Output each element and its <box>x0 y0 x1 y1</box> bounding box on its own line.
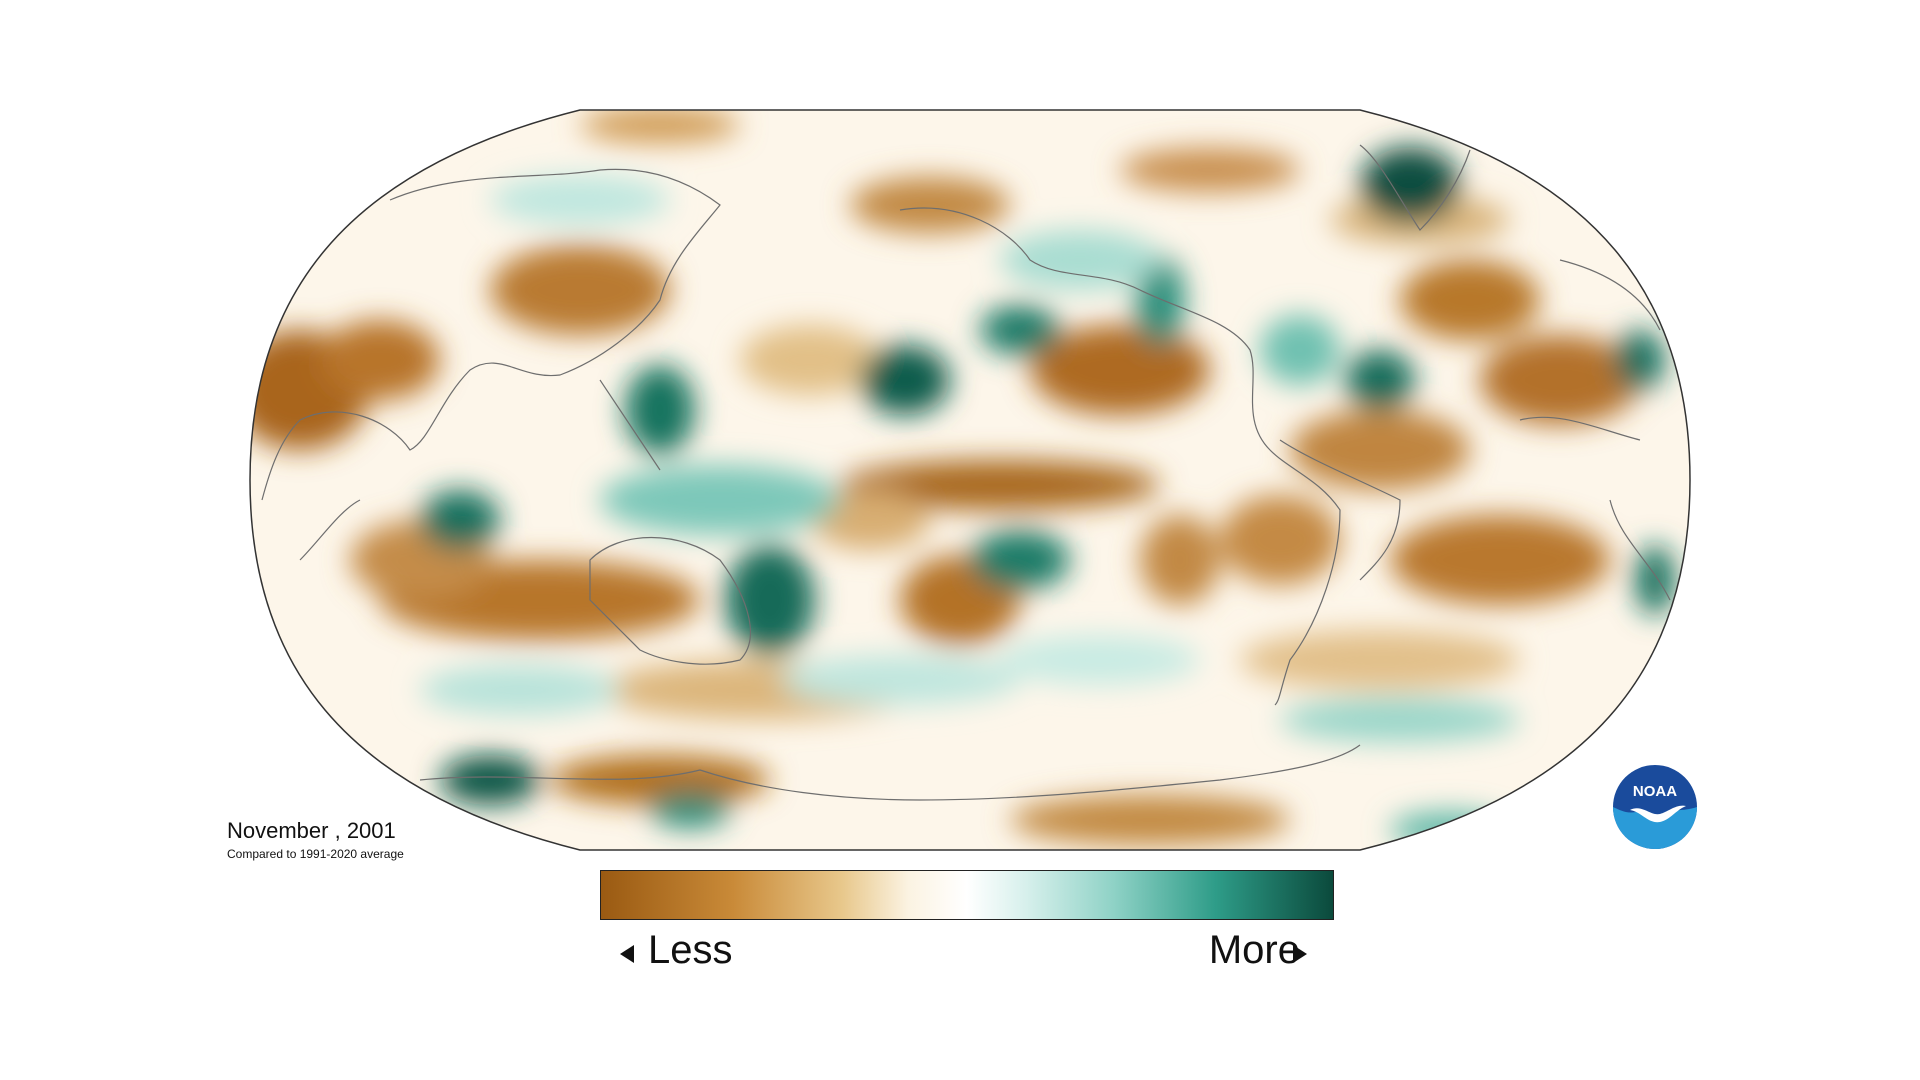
anomaly-field <box>250 110 1690 850</box>
noaa-logo-icon: NOAA <box>1613 765 1697 849</box>
legend-low-label: Less <box>648 928 733 972</box>
legend-low: Less <box>620 928 733 973</box>
legend-high-label: More <box>1208 928 1300 972</box>
legend-color-bar <box>600 870 1334 920</box>
globe-outline <box>249 109 1691 851</box>
map-date-label: November , 2001 <box>227 818 396 843</box>
arrow-left-icon <box>620 945 634 963</box>
coastlines <box>261 144 1671 801</box>
noaa-logo-text: NOAA <box>1633 783 1677 800</box>
map-comparison-label: Compared to 1991-2020 average <box>227 847 404 861</box>
legend-high: More <box>1110 928 1300 973</box>
arrow-right-icon <box>1293 945 1307 963</box>
